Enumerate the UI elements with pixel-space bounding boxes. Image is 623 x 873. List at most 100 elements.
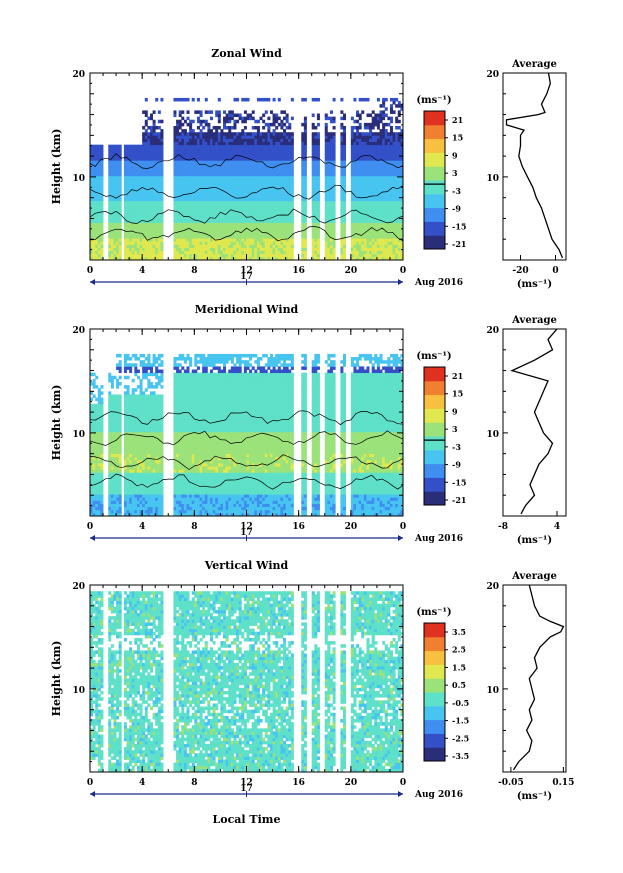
heatmap-cell: [327, 256, 331, 261]
heatmap-cell: [116, 166, 120, 171]
heatmap-cell: [228, 110, 232, 114]
heatmap-cell: [152, 256, 156, 261]
heatmap-cell: [95, 216, 99, 220]
heatmap-cell: [209, 141, 213, 146]
heatmap-cell: [123, 185, 127, 189]
heatmap-cell: [230, 253, 234, 258]
heatmap-cell: [199, 235, 203, 239]
heatmap-cell: [243, 135, 247, 139]
heatmap-cell: [92, 444, 96, 448]
heatmap-cell: [196, 228, 200, 233]
heatmap-cell: [181, 116, 185, 121]
heatmap-cell: [178, 210, 182, 214]
heatmap-cell: [217, 194, 221, 199]
heatmap-cell: [217, 219, 221, 223]
heatmap-cell: [371, 200, 375, 205]
heatmap-cell: [327, 241, 331, 245]
heatmap-cell: [395, 197, 399, 202]
heatmap-cell: [374, 166, 378, 171]
heatmap-cell: [350, 147, 354, 152]
heatmap-cell: [97, 197, 101, 202]
heatmap-cell: [181, 225, 185, 230]
heatmap-cell: [181, 132, 185, 136]
heatmap-cell: [251, 256, 255, 261]
heatmap-cell: [400, 175, 404, 180]
heatmap-cell: [243, 228, 247, 233]
heatmap-cell: [358, 175, 362, 180]
heatmap-cell: [389, 138, 393, 142]
heatmap-cell: [374, 235, 378, 239]
heatmap-cell: [262, 119, 266, 124]
heatmap-cell: [327, 141, 331, 146]
heatmap-cell: [243, 219, 247, 223]
heatmap-cell: [236, 166, 240, 171]
heatmap-cell: [90, 506, 94, 511]
heatmap-cell: [389, 119, 393, 124]
heatmap-cell: [110, 154, 114, 158]
heatmap-cell: [173, 200, 177, 205]
heatmap-cell: [209, 160, 213, 164]
heatmap-cell: [176, 138, 180, 142]
heatmap-cell: [382, 231, 386, 236]
heatmap-cell: [343, 116, 347, 121]
heatmap-cell: [369, 113, 373, 118]
heatmap-cell: [215, 141, 219, 146]
heatmap-cell: [249, 219, 253, 223]
heatmap-cell: [108, 422, 112, 427]
heatmap-cell: [243, 125, 247, 130]
heatmap-cell: [366, 253, 370, 258]
heatmap-cell: [228, 178, 232, 183]
heatmap-cell: [199, 197, 203, 202]
heatmap-cell: [123, 175, 127, 180]
heatmap-cell: [288, 157, 292, 161]
heatmap-cell: [220, 169, 224, 174]
heatmap-cell: [95, 207, 99, 211]
heatmap-cell: [272, 194, 276, 199]
heatmap-cell: [371, 250, 375, 255]
heatmap-cell: [314, 235, 318, 239]
heatmap-cell: [311, 216, 315, 220]
heatmap-cell: [116, 231, 120, 236]
heatmap-cell: [280, 247, 284, 252]
heatmap-cell: [395, 219, 399, 223]
heatmap-cell: [272, 135, 276, 139]
heatmap-cell: [173, 147, 177, 152]
heatmap-cell: [97, 213, 101, 217]
heatmap-cell: [400, 203, 404, 208]
heatmap-cell: [243, 216, 247, 220]
heatmap-cell: [400, 222, 404, 227]
heatmap-cell: [97, 216, 101, 220]
heatmap-cell: [152, 225, 156, 230]
heatmap-cell: [116, 353, 120, 358]
heatmap-cell: [230, 219, 234, 223]
heatmap-cell: [152, 203, 156, 208]
heatmap-cell: [113, 375, 117, 380]
heatmap-cell: [316, 122, 320, 127]
heatmap-cell: [90, 431, 94, 436]
heatmap-cell: [382, 222, 386, 227]
heatmap-cell: [329, 197, 333, 202]
heatmap-cell: [238, 244, 242, 248]
heatmap-cell: [384, 182, 388, 186]
heatmap-cell: [389, 185, 393, 189]
heatmap-cell: [392, 147, 396, 152]
heatmap-cell: [157, 194, 161, 199]
heatmap-cell: [389, 250, 393, 255]
heatmap-cell: [178, 157, 182, 161]
heatmap-cell: [191, 160, 195, 164]
heatmap-cell: [202, 144, 206, 149]
heatmap-cell: [340, 225, 344, 230]
heatmap-cell: [123, 225, 127, 230]
heatmap-cell: [397, 141, 401, 146]
heatmap-cell: [116, 163, 120, 167]
heatmap-cell: [108, 191, 112, 195]
heatmap-cell: [223, 194, 227, 199]
heatmap-cell: [144, 141, 148, 146]
heatmap-cell: [324, 231, 328, 236]
heatmap-cell: [329, 135, 333, 139]
heatmap-cell: [155, 166, 159, 171]
heatmap-cell: [196, 110, 200, 114]
heatmap-cell: [134, 228, 138, 233]
heatmap-cell: [228, 150, 232, 155]
heatmap-cell: [369, 228, 373, 233]
